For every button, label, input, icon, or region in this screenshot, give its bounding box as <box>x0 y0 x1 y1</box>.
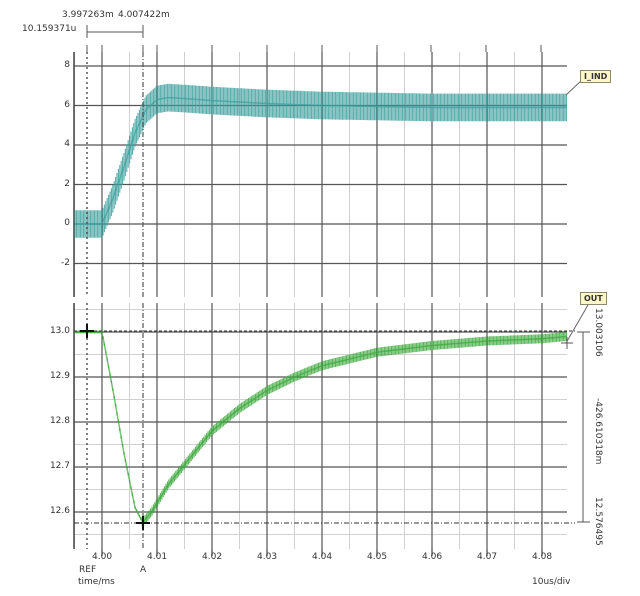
measure-bottom-value: 12.576495 <box>593 497 603 546</box>
measure-delta-value: -426.610318m <box>593 398 603 465</box>
x-tick-label: 4.05 <box>367 552 388 562</box>
x-tick-label: 4.06 <box>422 552 443 562</box>
y-tick-label: 2 <box>64 178 70 189</box>
y-tick-label: 4 <box>64 139 70 149</box>
y-tick-label: 12.8 <box>49 416 70 426</box>
y-tick-label: 12.7 <box>49 461 70 471</box>
y-tick-label: 8 <box>64 60 70 70</box>
trace-label-out[interactable]: OUT <box>580 292 607 305</box>
a-marker-label: A <box>140 565 147 575</box>
y-tick-label: 0 <box>64 218 70 228</box>
measure-top-value: 13.003106 <box>593 308 603 357</box>
x-tick-label: 4.03 <box>257 552 278 562</box>
y-tick-label: 12.6 <box>49 506 70 516</box>
trace-label-i-ind[interactable]: I_IND <box>580 70 612 83</box>
lower-panel <box>73 303 568 549</box>
x-tick-label: 4.04 <box>312 552 333 562</box>
y-tick-label: 12.9 <box>49 371 70 381</box>
y-tick-label: -2 <box>61 257 70 268</box>
x-axis-label: time/ms <box>78 577 115 587</box>
cursor-delta-time: 10.159371u <box>22 24 77 34</box>
time-scale-label: 10us/div <box>532 577 571 587</box>
ref-marker-label: REF <box>79 565 97 575</box>
x-tick-label: 4.08 <box>532 552 553 562</box>
upper-panel <box>73 52 567 297</box>
y-tick-label: 13.0 <box>49 326 70 336</box>
ref-cursor-time: 3.997263m <box>62 10 114 20</box>
x-tick-label: 4.07 <box>477 552 498 562</box>
x-tick-label: 4.01 <box>147 552 168 562</box>
y-tick-label: 6 <box>64 99 70 110</box>
x-tick-label: 4.00 <box>92 552 113 562</box>
x-tick-label: 4.02 <box>202 552 223 562</box>
a-cursor-time: 4.007422m <box>118 10 170 20</box>
